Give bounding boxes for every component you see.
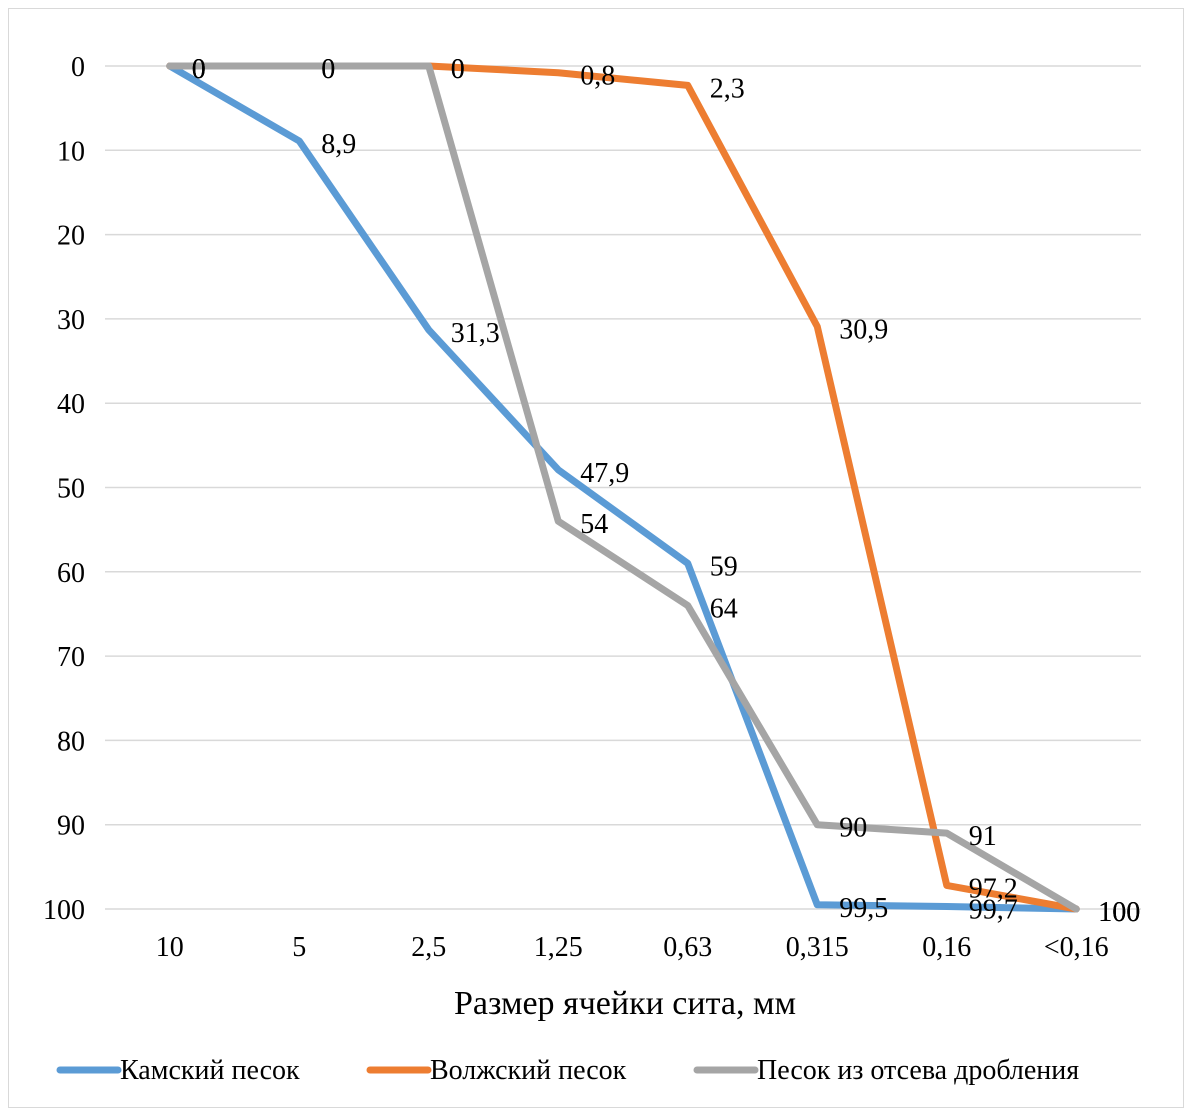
data-label: 0,8: [580, 61, 615, 92]
series-line-3: [166, 62, 1080, 913]
x-tick-label: 0,16: [922, 932, 971, 963]
data-label: 99,5: [839, 893, 888, 924]
data-label: 54: [580, 509, 608, 540]
y-tick-label: 10: [57, 136, 85, 167]
data-label: 97,2: [969, 873, 1018, 904]
x-tick-label: 2,5: [411, 932, 446, 963]
y-tick-label: 50: [57, 474, 85, 505]
x-tick-label: 10: [156, 932, 184, 963]
x-tick-label: 1,25: [534, 932, 583, 963]
legend-label: Волжский песок: [430, 1055, 627, 1086]
x-tick-label: <0,16: [1044, 932, 1109, 963]
y-tick-label: 100: [43, 895, 85, 926]
x-tick-label: 0,315: [786, 932, 849, 963]
data-label: 47,9: [580, 458, 629, 489]
x-tick-label: 5: [292, 932, 306, 963]
data-label: 59: [710, 551, 738, 582]
legend-item: Песок из отсева дробления: [693, 1055, 1079, 1086]
data-label: 100: [1098, 897, 1140, 928]
legend: Камский песок Волжский песок Песок из отсе…: [56, 1055, 1079, 1086]
y-tick-label: 70: [57, 642, 85, 673]
y-tick-label: 0: [71, 52, 85, 83]
data-label: 0: [451, 54, 465, 85]
x-tick-label: 0,63: [663, 932, 712, 963]
data-label: 30,9: [839, 314, 888, 345]
axis-layer: 0 10 20 30 40 50 60 70 80 90 100 10 5 2,5 1,25 0,63 0,31…: [43, 52, 1109, 963]
data-label: 0: [321, 54, 335, 85]
series-line-1: [166, 62, 1080, 913]
data-label: 2,3: [710, 73, 745, 104]
y-tick-label: 90: [57, 811, 85, 842]
legend-label: Песок из отсева дробления: [757, 1055, 1079, 1086]
y-tick-label: 60: [57, 558, 85, 589]
data-label: 0: [321, 54, 335, 85]
data-label: 0: [192, 54, 206, 85]
legend-item: Волжский песок: [366, 1055, 627, 1086]
y-tick-label: 30: [57, 305, 85, 336]
x-axis-title: Размер ячейки сита, мм: [454, 985, 796, 1022]
y-tick-label: 20: [57, 221, 85, 252]
grid-layer: [105, 65, 1141, 910]
legend-item: Камский песок: [56, 1055, 300, 1086]
series-layer: [166, 62, 1080, 913]
y-tick-label: 80: [57, 726, 85, 757]
data-label: 99,7: [969, 894, 1018, 925]
data-label: 91: [969, 821, 997, 852]
data-label: 100: [1098, 897, 1140, 928]
data-label: 31,3: [451, 318, 500, 349]
data-label: 0: [451, 54, 465, 85]
y-tick-label: 40: [57, 389, 85, 420]
data-label: 0: [192, 54, 206, 85]
data-label: 64: [710, 594, 738, 625]
chart-frame: [8, 8, 1184, 1108]
data-label: 0: [192, 54, 206, 85]
data-label: 8,9: [321, 129, 356, 160]
data-label: 100: [1098, 897, 1140, 928]
legend-label: Камский песок: [120, 1055, 300, 1086]
data-label: 90: [839, 813, 867, 844]
